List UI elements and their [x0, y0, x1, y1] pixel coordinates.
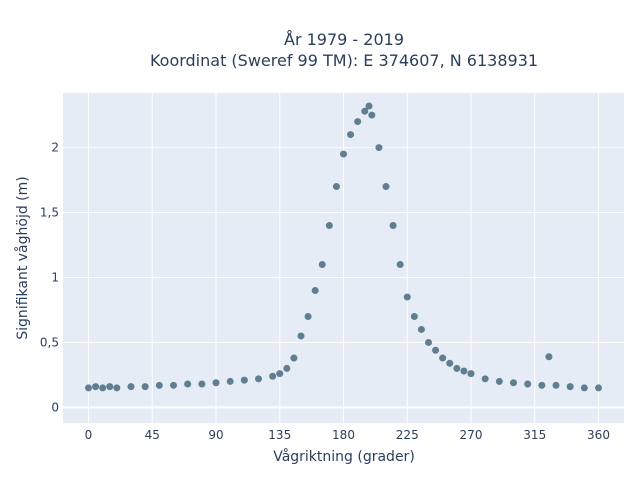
- data-point: [141, 383, 149, 391]
- data-point: [347, 131, 355, 139]
- data-point: [389, 222, 397, 230]
- data-point: [297, 332, 305, 340]
- data-point: [290, 354, 298, 362]
- data-point: [524, 380, 532, 388]
- data-point: [375, 144, 383, 152]
- data-point: [318, 260, 326, 268]
- data-point: [276, 370, 284, 378]
- data-point: [311, 286, 319, 294]
- y-tick-label: 0,5: [40, 335, 59, 349]
- x-tick-label: 135: [268, 428, 291, 442]
- data-point: [127, 383, 135, 391]
- data-point: [467, 370, 475, 378]
- data-point: [510, 379, 517, 387]
- data-point: [417, 325, 425, 333]
- data-point: [453, 364, 461, 372]
- y-tick-label: 1: [51, 270, 59, 284]
- data-point: [92, 383, 100, 391]
- x-tick-label: 270: [460, 428, 483, 442]
- data-point: [566, 383, 574, 391]
- x-tick-label: 225: [396, 428, 419, 442]
- data-point: [155, 381, 163, 389]
- data-point: [495, 377, 503, 385]
- x-tick-label: 45: [145, 428, 160, 442]
- data-point: [99, 384, 107, 392]
- data-point: [332, 183, 340, 191]
- x-tick-label: 315: [523, 428, 546, 442]
- y-tick-label: 0: [51, 400, 59, 414]
- x-tick-label: 360: [587, 428, 610, 442]
- data-point: [446, 359, 454, 367]
- data-point: [113, 384, 121, 392]
- data-point: [340, 150, 347, 158]
- y-axis-title: Signifikant våghöjd (m): [14, 176, 31, 339]
- gridlines: [63, 93, 624, 423]
- chart-subtitle: Koordinat (Sweref 99 TM): E 374607, N 61…: [150, 51, 538, 70]
- x-tick-label: 0: [85, 428, 93, 442]
- data-point: [595, 384, 602, 392]
- data-point: [365, 102, 373, 110]
- data-point: [106, 383, 114, 391]
- x-tick-label: 180: [332, 428, 355, 442]
- data-point: [410, 312, 418, 320]
- x-tick-label: 90: [208, 428, 223, 442]
- data-point: [481, 375, 489, 383]
- data-point: [304, 312, 312, 320]
- data-point: [198, 380, 206, 388]
- data-point: [552, 381, 560, 389]
- data-point: [403, 293, 411, 301]
- data-point: [255, 375, 262, 383]
- data-point: [396, 260, 404, 268]
- data-point: [269, 372, 277, 380]
- data-point: [170, 381, 177, 389]
- y-tick-labels: 0 0,5 1 1,5 2: [40, 141, 59, 415]
- y-tick-label: 1,5: [40, 206, 59, 220]
- data-point: [85, 384, 92, 392]
- data-point: [382, 183, 390, 191]
- data-point: [368, 111, 376, 119]
- data-point: [226, 377, 234, 385]
- data-point: [354, 118, 362, 126]
- data-point: [325, 222, 333, 230]
- data-point: [432, 346, 440, 354]
- data-point: [545, 353, 553, 361]
- data-point: [425, 338, 432, 346]
- data-point: [212, 379, 220, 387]
- data-point: [538, 381, 546, 389]
- data-point: [460, 367, 468, 375]
- y-tick-label: 2: [51, 141, 59, 155]
- chart-title: År 1979 - 2019: [284, 30, 404, 49]
- data-point: [184, 380, 192, 388]
- data-point: [361, 107, 369, 115]
- x-tick-labels: 0 45 90 135 180 225 270 315 360: [85, 428, 610, 442]
- data-point: [580, 384, 588, 392]
- data-points: [85, 102, 602, 392]
- data-point: [240, 376, 248, 384]
- data-point: [439, 354, 447, 362]
- x-axis-title: Vågriktning (grader): [273, 448, 415, 465]
- data-point: [283, 364, 291, 372]
